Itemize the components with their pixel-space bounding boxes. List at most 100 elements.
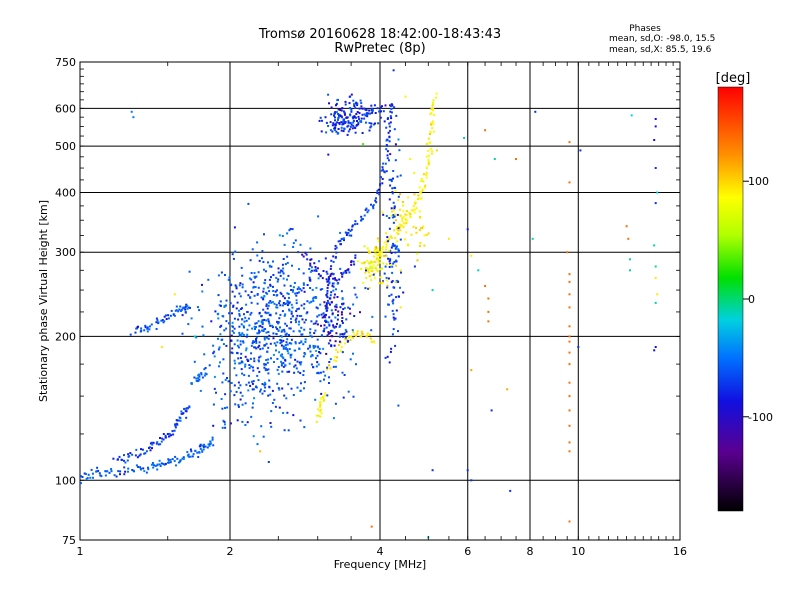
cluster-point bbox=[309, 334, 312, 337]
cluster-point bbox=[412, 225, 415, 228]
trace-point bbox=[92, 476, 94, 479]
trace-point bbox=[181, 457, 184, 460]
cluster-point bbox=[287, 293, 290, 295]
cluster-point bbox=[248, 277, 251, 280]
trace-point bbox=[201, 450, 204, 453]
cluster-point bbox=[284, 313, 287, 316]
scatter-point bbox=[654, 346, 657, 348]
trace-point bbox=[161, 319, 164, 321]
cluster-point bbox=[238, 292, 241, 295]
cluster-point bbox=[391, 271, 394, 274]
trace-point bbox=[389, 110, 392, 113]
trace-point bbox=[357, 121, 360, 124]
cluster-point bbox=[385, 170, 388, 173]
cluster-point bbox=[213, 387, 216, 390]
cluster-point bbox=[299, 243, 302, 246]
cluster-point bbox=[249, 259, 252, 262]
cluster-point bbox=[220, 271, 223, 274]
trace-point bbox=[155, 321, 158, 324]
scatter-point bbox=[487, 297, 490, 300]
cluster-point bbox=[276, 357, 279, 360]
y-tick-label: 100 bbox=[55, 474, 76, 487]
cluster-point bbox=[262, 287, 265, 290]
scatter-point bbox=[470, 479, 473, 482]
cluster-point bbox=[290, 312, 293, 315]
trace-point bbox=[95, 470, 98, 473]
trace-point bbox=[429, 131, 432, 134]
cluster-point bbox=[212, 344, 215, 347]
trace-point bbox=[208, 444, 211, 447]
cluster-point bbox=[342, 110, 345, 113]
cluster-point bbox=[336, 322, 338, 325]
cluster-point bbox=[323, 301, 326, 304]
trace-point bbox=[432, 108, 435, 110]
scatter-point bbox=[625, 225, 628, 228]
cluster-point bbox=[293, 371, 296, 374]
cluster-point bbox=[298, 361, 301, 364]
trace-point bbox=[379, 110, 382, 113]
cluster-point bbox=[284, 344, 287, 347]
cluster-point bbox=[358, 107, 361, 110]
cluster-point bbox=[278, 339, 281, 341]
cluster-point bbox=[267, 261, 269, 264]
cluster-point bbox=[384, 315, 387, 318]
trace-point bbox=[162, 463, 165, 465]
trace-point bbox=[190, 382, 193, 385]
trace-point bbox=[140, 448, 142, 451]
cluster-point bbox=[337, 113, 340, 115]
trace-point bbox=[185, 303, 188, 306]
cluster-point bbox=[240, 323, 243, 326]
cluster-point bbox=[341, 123, 344, 126]
cluster-point bbox=[390, 207, 393, 210]
cluster-point bbox=[425, 233, 428, 236]
cluster-point bbox=[290, 342, 293, 345]
cluster-point bbox=[240, 368, 243, 371]
cluster-point bbox=[258, 259, 261, 262]
cluster-point bbox=[301, 318, 304, 321]
cluster-point bbox=[365, 121, 367, 124]
trace-point bbox=[343, 338, 346, 341]
cluster-point bbox=[255, 341, 258, 344]
cluster-point bbox=[294, 341, 297, 344]
trace-point bbox=[412, 209, 415, 212]
cluster-point bbox=[281, 304, 284, 307]
cluster-point bbox=[269, 265, 271, 268]
scatter-point bbox=[515, 158, 517, 160]
trace-point bbox=[163, 315, 166, 318]
cluster-point bbox=[369, 262, 372, 265]
cluster-point bbox=[272, 260, 274, 263]
trace-point bbox=[383, 171, 386, 174]
cluster-point bbox=[256, 443, 259, 446]
cluster-point bbox=[316, 361, 319, 364]
cluster-point bbox=[248, 364, 251, 366]
cluster-point bbox=[333, 326, 336, 329]
trace-point bbox=[123, 454, 125, 457]
cluster-point bbox=[343, 374, 346, 376]
trace-point bbox=[380, 176, 382, 179]
cluster-point bbox=[239, 357, 242, 359]
cluster-point bbox=[239, 282, 242, 285]
scatter-point bbox=[193, 335, 196, 338]
trace-point bbox=[364, 208, 367, 211]
cluster-point bbox=[289, 356, 292, 359]
trace-point bbox=[427, 163, 430, 166]
trace-point bbox=[146, 326, 149, 329]
trace-point bbox=[386, 157, 389, 160]
cluster-point bbox=[309, 278, 312, 281]
y-tick-label: 300 bbox=[55, 246, 76, 259]
scatter-point bbox=[568, 293, 571, 296]
trace-point bbox=[352, 330, 355, 333]
trace-point bbox=[334, 127, 337, 130]
cluster-point bbox=[271, 402, 274, 404]
cluster-point bbox=[265, 305, 268, 307]
trace-point bbox=[183, 306, 186, 309]
trace-point bbox=[333, 359, 336, 362]
cluster-point bbox=[349, 107, 352, 110]
cluster-point bbox=[390, 293, 393, 296]
cluster-point bbox=[396, 213, 399, 216]
cluster-point bbox=[360, 105, 363, 108]
cluster-point bbox=[283, 243, 286, 246]
cluster-point bbox=[415, 231, 418, 234]
trace-point bbox=[427, 160, 430, 163]
cluster-point bbox=[279, 274, 282, 277]
